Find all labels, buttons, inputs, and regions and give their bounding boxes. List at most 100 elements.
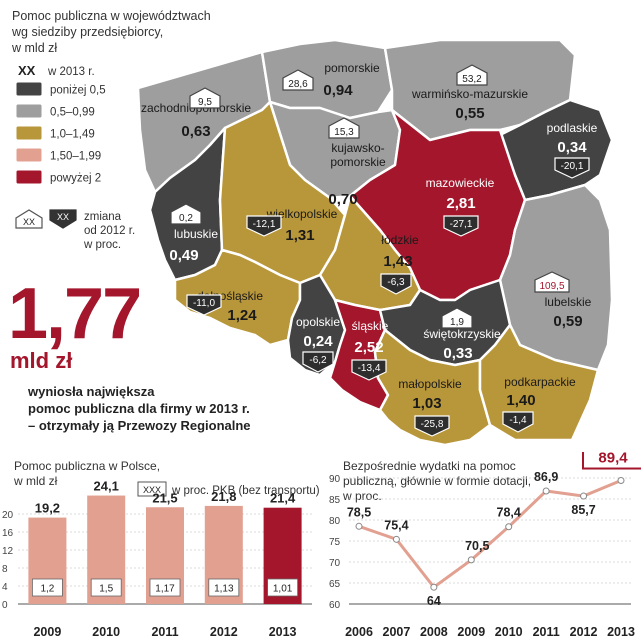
pkb-label: 1,5 [99,584,113,595]
line-value-label: 78,4 [497,506,521,520]
change-up-arrow-icon [170,203,202,225]
region-value-label: 1,31 [285,227,314,244]
change-down-arrow-icon [414,415,450,437]
region-value-label: 1,43 [383,253,412,270]
bar-chart-aid-poland: Pomoc publiczna w Polsce, w mld zł XXX w… [2,459,320,639]
region-name-label: kujawsko- [331,141,384,155]
region-name-label: podlaskie [547,121,598,135]
bar-value-label: 24,1 [94,479,119,494]
line-chart-marks: 2006 78,5 2007 75,4 2008 64 2009 70,5 2010 78,4 20… [345,452,641,639]
line-point [430,583,438,591]
region-change-label: 1,9 [450,317,464,328]
legend-change-up-marker: XX [23,217,35,227]
line-value-label: 75,4 [384,518,408,532]
line-x-tick: 2012 [570,625,598,639]
region-change-label: -6,2 [309,355,327,366]
line-point [580,492,588,500]
line-highlight-box [582,452,641,470]
region-change-label: -25,8 [421,419,444,430]
region-change-label: -20,1 [561,161,584,172]
bar-value-label: 21,8 [211,489,236,504]
legend-swatch [15,147,43,163]
legend-swatch [15,81,43,97]
line-x-tick: 2006 [345,625,373,639]
legend-year-note: w 2013 r. [47,66,95,78]
region-value-label: 2,52 [354,339,383,356]
region-name-label: lubelskie [545,295,592,309]
region-change-label: 0,2 [179,213,193,224]
legend-xx-marker: XX [18,63,36,78]
pkb-label: 1,17 [155,584,175,595]
region-change-label: -11,0 [193,298,215,309]
region-malopolskie [373,328,492,447]
line-value-label: 86,9 [534,470,558,484]
region-value-label: 0,70 [328,191,357,208]
line-chart-title-line: publiczną, głównie w formie dotacji, [343,474,531,488]
legend-change-arrows: XX XX [15,209,77,229]
region-value-label: 0,59 [553,313,582,330]
map-legend: Pomoc publiczna w województwach wg siedz… [11,9,211,251]
line-x-tick: 2013 [607,625,635,639]
legend-item-label: 1,0–1,49 [50,129,95,141]
region-change-label: 109,5 [539,281,564,292]
highlight-unit: mld zł [10,348,72,373]
region-value-label: 1,24 [227,307,257,324]
change-down-arrow-icon [351,359,387,381]
region-name-label: podkarpackie [504,375,576,389]
map-title-line: wg siedziby przedsiębiorcy, [11,25,163,39]
bar-x-tick: 2011 [151,625,178,639]
region-name-label: mazowieckie [426,176,495,190]
region-change-label: 15,3 [334,127,354,138]
line-value-label: 78,5 [347,505,371,519]
legend-change-text: zmiana [84,211,122,223]
bar-x-tick: 2009 [33,625,61,639]
legend-change-text: w proc. [83,239,121,251]
bar-chart-title-line: w mld zł [13,474,58,488]
bar-y-tick: 16 [2,528,14,539]
region-name-label: wielkopolskie [266,207,338,221]
line-chart-title-line: w proc. [342,489,382,503]
pkb-box [90,578,122,597]
line-x-tick: 2009 [457,625,485,639]
map-regions [136,38,614,447]
region-name-label: śląskie [352,319,389,333]
line-point [355,522,363,530]
bar-x-tick: 2010 [92,625,120,639]
legend-item-label: poniżej 0,5 [50,85,106,97]
change-up-arrow-icon [328,117,360,139]
bar-value-label: 21,5 [152,490,177,505]
map-labels: zachodniopomorskie0,63pomorskie0,94warmi… [141,61,598,412]
down-arrow-icon [49,209,77,229]
legend-swatch [15,125,43,141]
region-change-label: -13,4 [358,363,381,374]
line-y-tick: 85 [329,495,341,506]
region-value-label: 0,94 [323,82,353,99]
region-name-label: lubuskie [174,227,218,241]
highlight-text-line: – otrzymały ją Przewozy Regionalne [28,418,251,433]
line-y-tick: 65 [329,579,341,590]
pkb-label: 1,2 [40,584,54,595]
bar-x-tick: 2012 [210,625,238,639]
region-value-label: 0,63 [181,123,210,140]
pkb-label: 1,13 [214,584,234,595]
pkb-box [267,578,299,597]
legend-item-label: 1,50–1,99 [50,151,101,163]
region-value-label: 0,24 [303,333,333,350]
line-x-tick: 2008 [420,625,448,639]
legend-items: poniżej 0,5 0,5–0,99 1,0–1,49 1,50–1,99 powy… [15,81,106,185]
line-value-label: 64 [427,594,441,608]
region-name-label: pomorskie [324,61,380,75]
region-name-label: małopolskie [398,377,462,391]
bar-y-tick: 8 [2,564,8,575]
region-value-label: 0,34 [557,139,587,156]
region-value-label: 0,49 [169,247,198,264]
pkb-legend-marker: XXX [143,485,161,495]
line-y-tick: 70 [329,558,341,569]
region-change-label: 9,5 [198,97,212,108]
line-y-tick: 90 [329,474,341,485]
legend-swatch [15,103,43,119]
bar-y-tick: 20 [2,510,14,521]
region-change-label: -12,1 [253,219,276,230]
bar-value-label: 21,4 [270,491,296,506]
map-change-arrows: 9,5 28,6 53,2 -20,1 15,3 0,2 -12,1 -27,1 -6,3 109… [170,64,590,437]
